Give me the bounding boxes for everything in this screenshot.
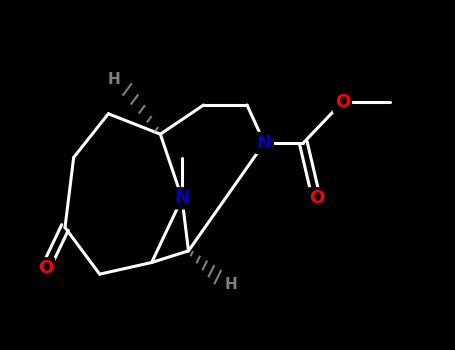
Text: O: O <box>335 93 350 111</box>
Text: N: N <box>175 189 189 207</box>
Text: H: H <box>224 277 237 292</box>
Text: H: H <box>107 72 120 88</box>
Text: O: O <box>308 189 324 207</box>
Text: N: N <box>257 134 272 152</box>
Text: O: O <box>38 259 53 277</box>
